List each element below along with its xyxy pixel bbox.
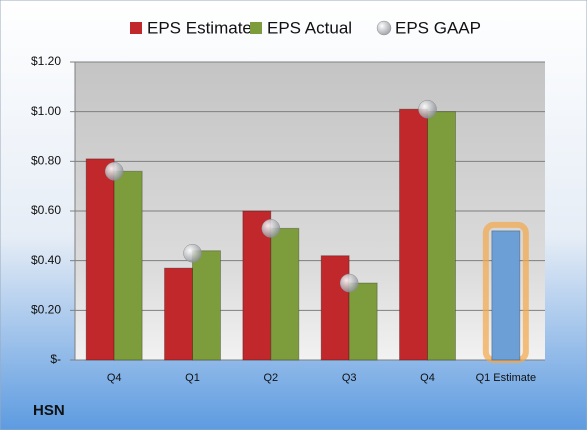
gaap-marker (104, 162, 124, 181)
bar (491, 230, 521, 361)
legend-marker (130, 22, 142, 34)
legend-label: EPS GAAP (395, 18, 481, 37)
y-tick-label: $- (50, 352, 61, 366)
legend-label: EPS Actual (267, 18, 352, 37)
y-tick-label: $1.00 (31, 104, 61, 118)
x-tick-label: Q1 (185, 372, 200, 384)
gaap-marker (418, 99, 437, 119)
y-tick-label: $0.80 (31, 154, 61, 168)
bar (192, 250, 221, 361)
legend-marker (250, 22, 262, 34)
x-tick-label: Q1 Estimate (476, 372, 537, 384)
x-tick-label: Q3 (342, 372, 357, 384)
bar (113, 170, 143, 361)
y-tick-label: $0.60 (31, 203, 61, 217)
bar (320, 255, 350, 361)
bar (348, 282, 378, 361)
y-tick-label: $0.20 (31, 303, 61, 317)
bar (399, 108, 428, 361)
bar (270, 227, 300, 361)
bar (164, 267, 193, 361)
company-label: HSN (33, 402, 65, 419)
gaap-marker (261, 219, 281, 238)
bar (85, 158, 115, 361)
legend-label: EPS Estimate (147, 18, 252, 37)
y-tick-label: $1.20 (31, 54, 61, 68)
gaap-marker (339, 273, 359, 293)
x-tick-label: Q4 (420, 372, 435, 384)
legend-marker (376, 20, 392, 36)
x-tick-label: Q4 (107, 372, 122, 384)
y-tick-label: $0.40 (31, 253, 61, 267)
bar (427, 111, 456, 361)
x-tick-label: Q2 (263, 372, 278, 384)
gaap-marker (183, 243, 202, 263)
